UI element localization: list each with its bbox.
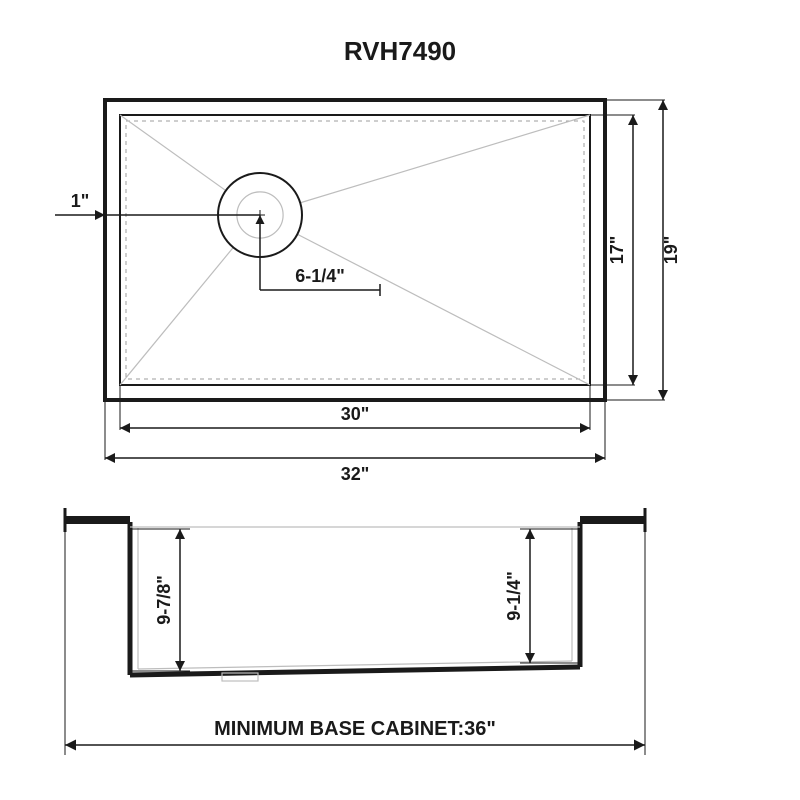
dim-depth-left: 9-7/8" <box>154 575 174 625</box>
min-base-cabinet-label: MINIMUM BASE CABINET:36" <box>214 718 496 740</box>
dim-height-inner: 17" <box>607 236 627 265</box>
crease-line <box>260 215 590 385</box>
dim-height-outer: 19" <box>661 236 681 265</box>
dim-width-outer: 32" <box>341 464 370 484</box>
sink-spec-diagram: RVH7490 1" 6-1/4" 30" 32" 17" 19" 9-7/8" 9-1/4" M… <box>0 0 800 800</box>
dim-one-inch: 1" <box>71 191 90 211</box>
top-inner-rect <box>120 115 590 385</box>
dim-drain-radius: 6-1/4" <box>295 266 345 286</box>
dim-depth-right: 9-1/4" <box>504 571 524 621</box>
dim-width-inner: 30" <box>341 404 370 424</box>
model-title: RVH7490 <box>344 36 456 66</box>
crease-line <box>260 115 590 215</box>
top-outer-rect <box>105 100 605 400</box>
top-dashed-rect <box>126 121 584 379</box>
